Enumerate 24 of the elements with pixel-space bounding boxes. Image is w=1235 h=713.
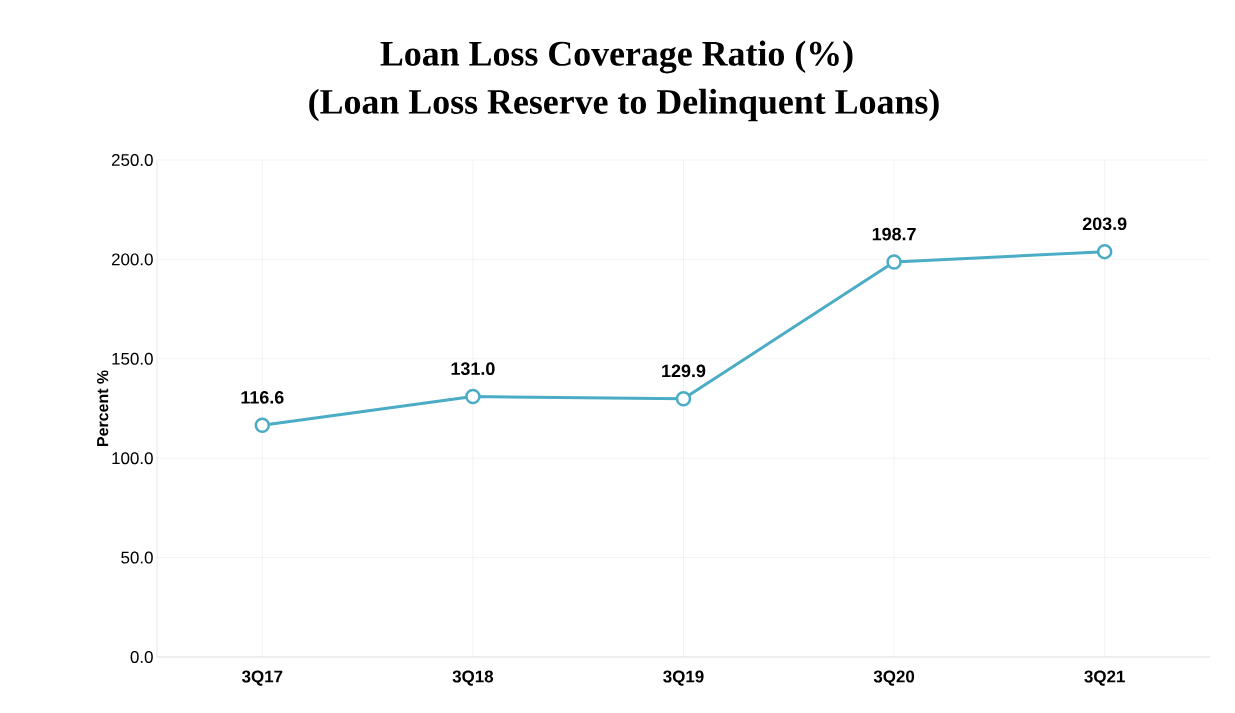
- data-label: 129.9: [662, 364, 706, 378]
- y-tick-label: 50.0: [121, 551, 153, 564]
- x-tick-label: 3Q17: [241, 670, 283, 686]
- x-tick-label: 3Q20: [873, 670, 915, 686]
- point: [465, 388, 481, 405]
- point: [254, 417, 271, 433]
- data-label: 203.9: [1082, 217, 1127, 231]
- y-tick-label: 200.0: [111, 253, 153, 266]
- y-tick-label: 150.0: [112, 352, 153, 365]
- chart-title: Loan Loss Coverage Ratio (%): [380, 40, 853, 74]
- data-label: 131.0: [451, 362, 495, 376]
- chart-subtitle: (Loan Loss Reserve to Delinquent Loans): [309, 88, 939, 122]
- data-label: 198.7: [872, 227, 916, 241]
- point: [675, 390, 692, 407]
- point: [886, 254, 902, 270]
- point: [1096, 243, 1113, 260]
- y-tick-label: 250.0: [111, 153, 153, 166]
- y-axis-title: Percent %: [97, 370, 109, 446]
- x-tick-label: 3Q21: [1084, 670, 1125, 686]
- y-tick-label: 100.0: [112, 452, 153, 465]
- x-tick-label: 3Q19: [663, 670, 704, 686]
- y-tick-label: 0.0: [130, 650, 153, 663]
- x-tick-label: 3Q18: [452, 670, 494, 686]
- data-label: 116.6: [241, 390, 284, 404]
